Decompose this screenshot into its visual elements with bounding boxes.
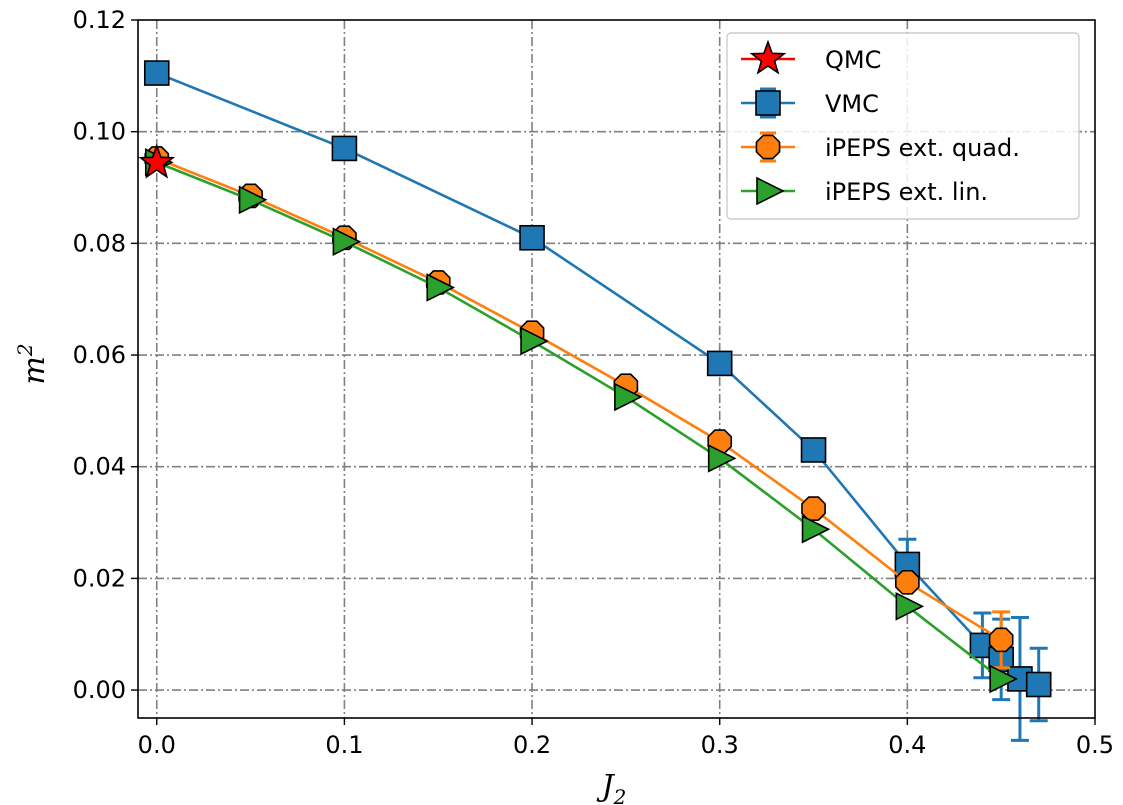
x-tick-label-3: 0.3 [701,731,739,759]
legend-entry-0: QMC [741,39,881,75]
data-point-3-8 [895,592,925,621]
legend-box [726,32,1080,220]
series-line-2 [156,157,1002,641]
data-point-1-2 [519,224,545,251]
data-point-3-4 [520,326,549,356]
series-line-3 [156,161,1002,680]
legend-label-1: VMC [825,90,879,118]
data-point-3-1 [238,185,268,215]
data-point-1-9 [1025,671,1052,698]
data-point-3-5 [614,382,643,412]
legend-label-0: QMC [825,46,881,74]
data-point-3-7 [801,514,831,544]
x-tick-label-0: 0.0 [138,731,176,759]
legend-marker-3 [756,176,785,206]
legend-marker-0 [749,39,787,75]
data-point-1-1 [331,135,358,162]
data-point-0-0 [138,143,176,179]
y-tick-label-6: 0.12 [73,6,126,34]
data-point-2-7 [801,496,826,521]
x-axis-label: J2 [596,769,627,805]
legend-marker-1 [755,90,781,116]
data-point-3-9 [989,664,1018,694]
data-point-3-6 [707,444,737,473]
x-tick-label-2: 0.2 [513,731,551,759]
legend: QMC VMC iPEPS ext. quad. iPEPS ext. lin. [726,32,1080,220]
x-tick-label-1: 0.1 [325,731,363,759]
y-axis-label: m2 [13,343,52,384]
legend-label-2: iPEPS ext. quad. [825,134,1020,162]
y-tick-label-4: 0.08 [73,229,126,257]
data-point-2-8 [894,569,920,595]
data-point-1-4 [800,437,827,463]
y-axis-label-sup: 2 [13,343,37,357]
y-tick-label-2: 0.04 [73,453,126,481]
data-point-3-2 [332,227,362,256]
series-3 [144,148,1018,694]
y-tick-label-5: 0.10 [73,118,126,146]
x-axis-label-sub: 2 [613,785,627,805]
data-point-1-0 [143,60,170,86]
y-tick-label-1: 0.02 [73,564,126,592]
y-tick-label-0: 0.00 [73,676,126,704]
plot-frame [137,19,1096,719]
legend-marker-2 [755,134,781,160]
data-point-3-3 [426,273,456,302]
legend-entry-1: VMC [741,87,879,119]
y-tick-label-3: 0.06 [73,341,126,369]
series-0 [138,143,176,179]
x-tick-label-5: 0.5 [1076,731,1114,759]
legend-entry-3: iPEPS ext. lin. [741,176,988,206]
ticks: 0.0 0.1 0.2 0.3 0.4 0.5 0.00 0.02 0.04 0.06 0.08 0.… [73,6,1115,759]
series-2 [144,146,1014,670]
legend-label-3: iPEPS ext. lin. [825,178,988,206]
legend-entry-2: iPEPS ext. quad. [741,131,1020,163]
data-point-1-3 [706,350,733,377]
data-point-2-9 [988,627,1014,653]
x-tick-label-4: 0.4 [888,731,926,759]
series-layer [138,60,1052,742]
